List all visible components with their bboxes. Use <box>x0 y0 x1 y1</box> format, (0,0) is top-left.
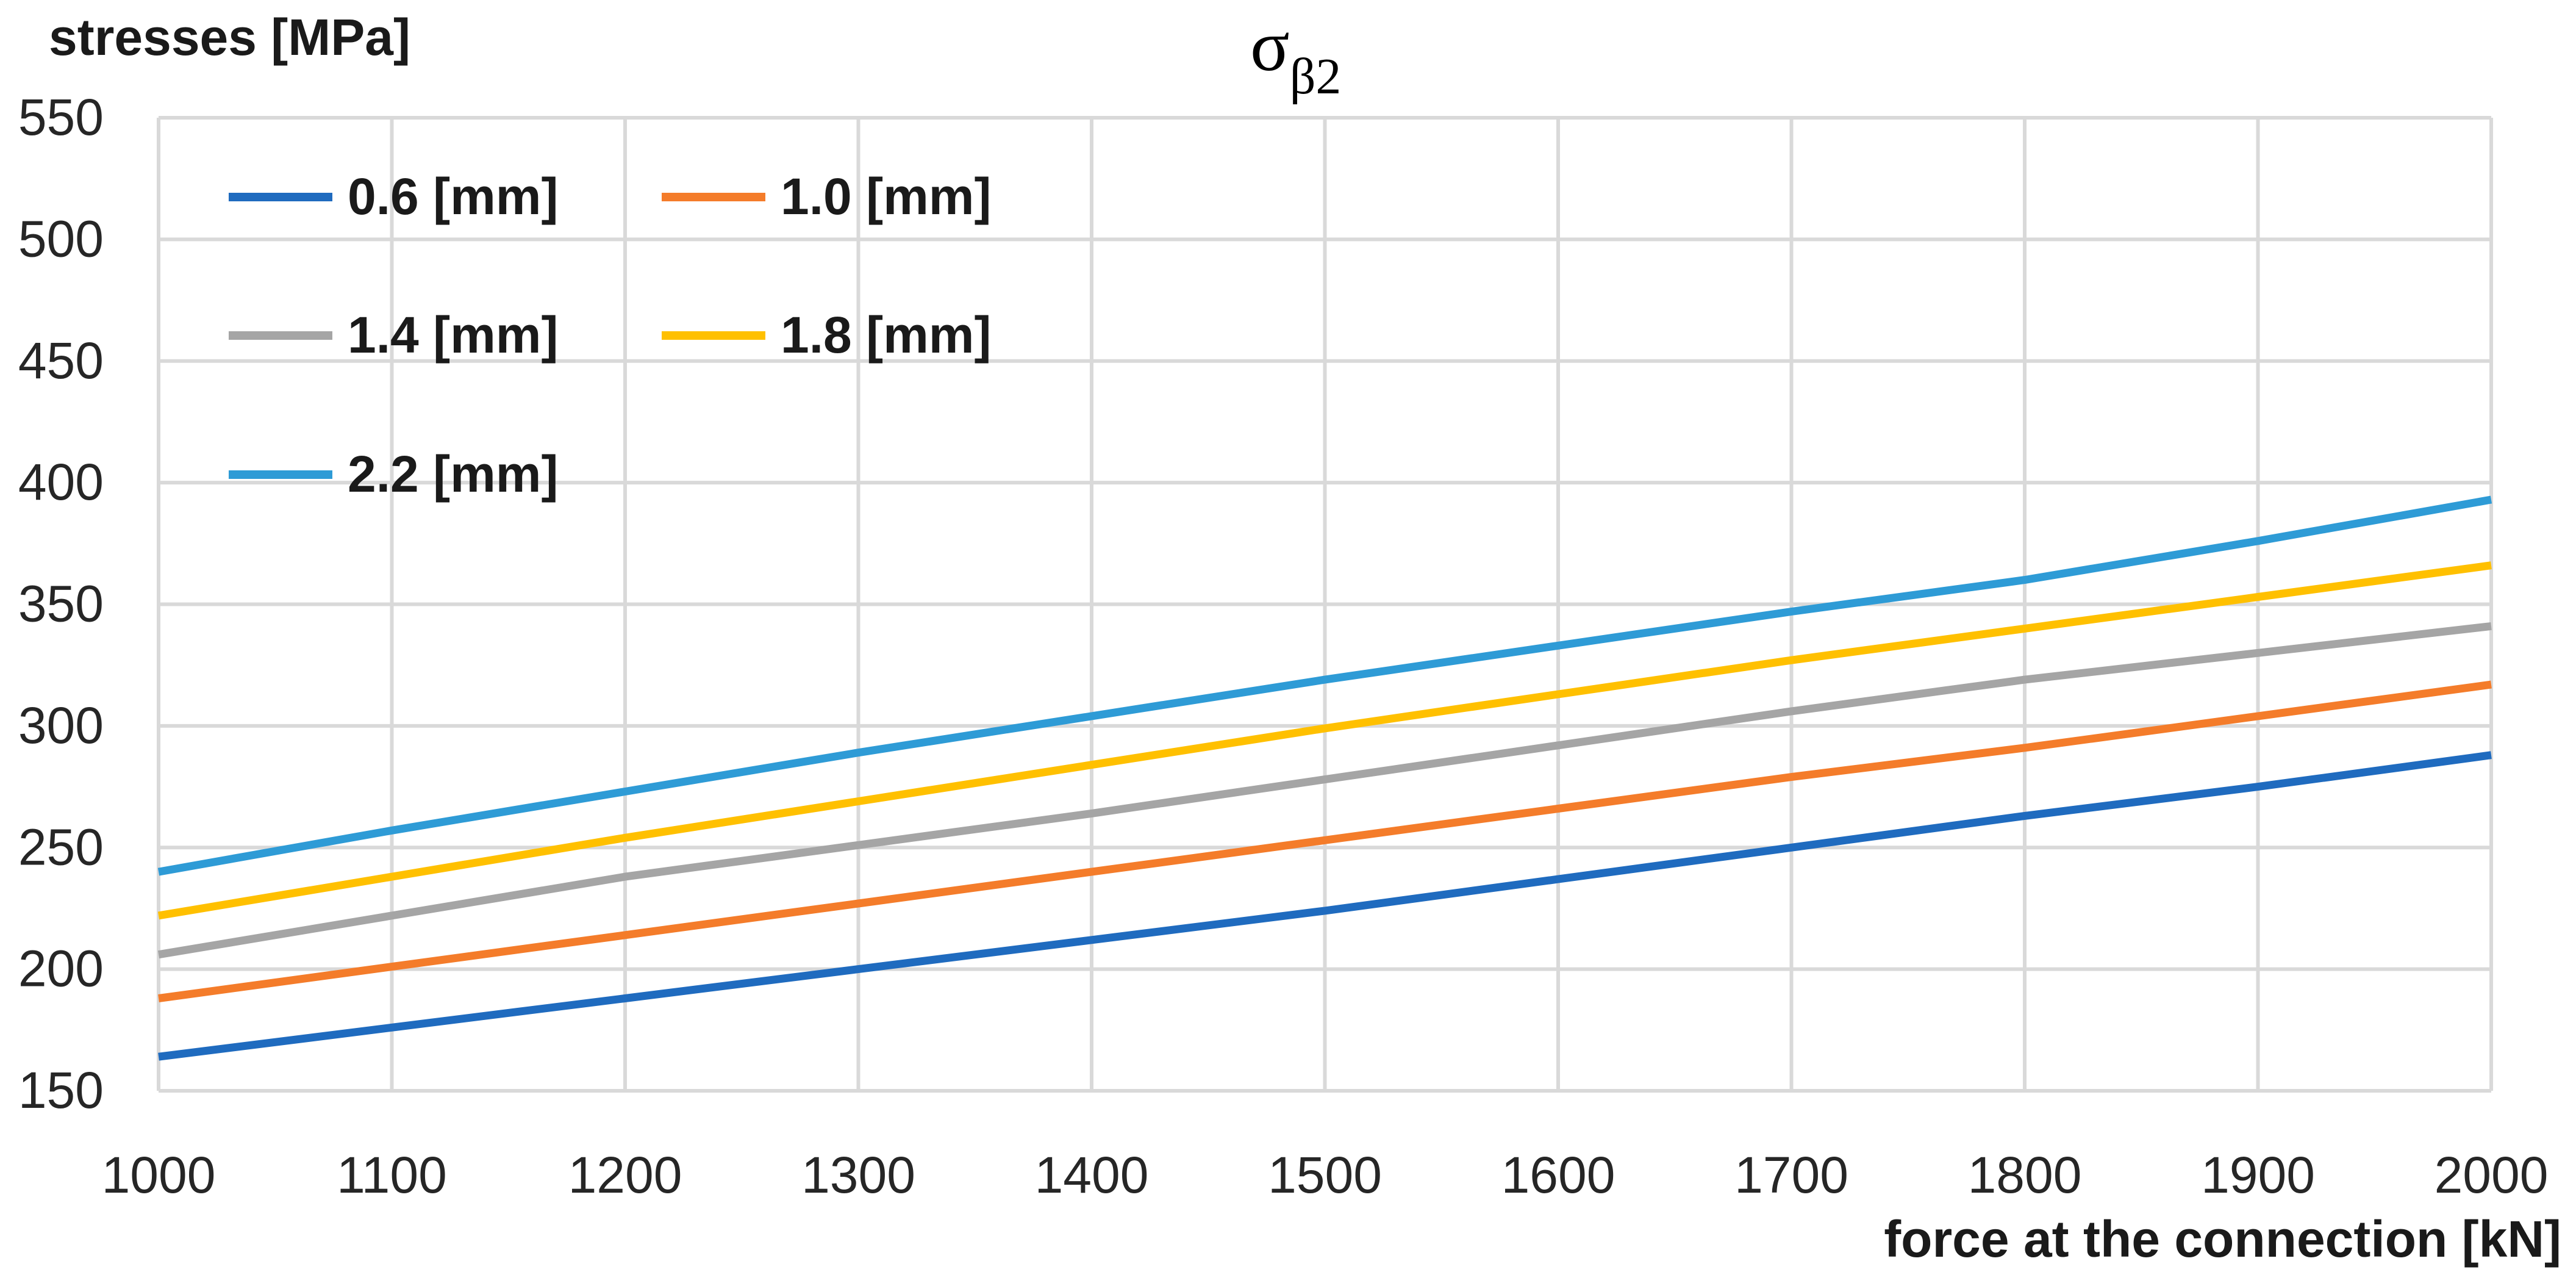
y-tick-label: 150 <box>18 1061 104 1119</box>
y-tick-label: 200 <box>18 940 104 997</box>
grid <box>157 116 2493 1093</box>
x-tick-label: 1100 <box>337 1146 447 1204</box>
legend-label: 1.4 [mm] <box>348 306 558 364</box>
x-tick-label: 1300 <box>801 1146 915 1204</box>
x-tick-label: 1800 <box>1968 1146 2082 1204</box>
y-tick-label: 450 <box>18 332 104 389</box>
x-tick-label: 1000 <box>102 1146 216 1204</box>
series-lines <box>157 495 2492 1061</box>
y-tick-label: 350 <box>18 575 104 633</box>
y-tick-label: 500 <box>18 210 104 267</box>
x-tick-label: 1500 <box>1268 1146 1382 1204</box>
x-axis-label: force at the connection [kN] <box>1884 1210 2561 1268</box>
legend-label: 1.0 [mm] <box>781 168 991 225</box>
x-tick-label: 1900 <box>2201 1146 2315 1204</box>
y-axis-label: stresses [MPa] <box>49 9 410 66</box>
y-tick-label: 550 <box>18 88 104 146</box>
legend-label: 1.8 [mm] <box>781 306 991 364</box>
x-tick-label: 1200 <box>568 1146 682 1204</box>
chart-title-symbol: σ <box>1250 5 1290 86</box>
y-axis-ticks: 150 200 250 300 350 400 450 500 550 <box>18 88 104 1119</box>
y-tick-label: 250 <box>18 818 104 875</box>
legend-label: 0.6 [mm] <box>348 168 558 225</box>
series-line <box>157 561 2492 920</box>
series-line <box>158 751 2492 1061</box>
series-line <box>158 680 2492 1002</box>
x-tick-label: 1700 <box>1734 1146 1848 1204</box>
legend: 0.6 [mm] 1.0 [mm] 1.4 [mm] 1.8 [mm] 2.2 [mm] <box>229 168 991 503</box>
y-tick-label: 300 <box>18 697 104 754</box>
legend-label: 2.2 [mm] <box>348 445 558 503</box>
x-tick-label: 1600 <box>1501 1146 1615 1204</box>
series-line <box>157 495 2492 876</box>
chart-title-subscript: β2 <box>1290 48 1342 105</box>
x-axis-ticks: 1000 1100 1200 1300 1400 1500 1600 1700 1800 1900… <box>102 1146 2549 1204</box>
x-tick-label: 2000 <box>2435 1146 2549 1204</box>
y-tick-label: 400 <box>18 453 104 511</box>
chart-title: σβ2 <box>1250 5 1341 105</box>
x-tick-label: 1400 <box>1035 1146 1149 1204</box>
series-line <box>157 622 2492 959</box>
